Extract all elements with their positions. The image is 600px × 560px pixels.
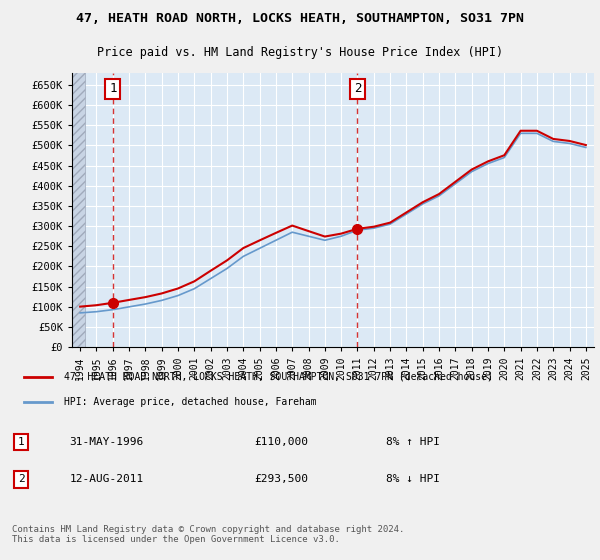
Text: 12-AUG-2011: 12-AUG-2011 [70, 474, 144, 484]
Text: 1: 1 [18, 437, 25, 447]
Text: 8% ↑ HPI: 8% ↑ HPI [386, 437, 440, 447]
Text: HPI: Average price, detached house, Fareham: HPI: Average price, detached house, Fare… [64, 396, 316, 407]
Text: 31-MAY-1996: 31-MAY-1996 [70, 437, 144, 447]
Text: Price paid vs. HM Land Registry's House Price Index (HPI): Price paid vs. HM Land Registry's House … [97, 46, 503, 59]
Text: £293,500: £293,500 [254, 474, 308, 484]
Text: 2: 2 [354, 82, 361, 95]
Text: 47, HEATH ROAD NORTH, LOCKS HEATH, SOUTHAMPTON, SO31 7PN: 47, HEATH ROAD NORTH, LOCKS HEATH, SOUTH… [76, 12, 524, 25]
Text: 8% ↓ HPI: 8% ↓ HPI [386, 474, 440, 484]
Text: Contains HM Land Registry data © Crown copyright and database right 2024.
This d: Contains HM Land Registry data © Crown c… [12, 525, 404, 544]
Text: £110,000: £110,000 [254, 437, 308, 447]
Text: 47, HEATH ROAD NORTH, LOCKS HEATH, SOUTHAMPTON, SO31 7PN (detached house): 47, HEATH ROAD NORTH, LOCKS HEATH, SOUTH… [64, 372, 493, 382]
Text: 2: 2 [18, 474, 25, 484]
Text: 1: 1 [109, 82, 116, 95]
